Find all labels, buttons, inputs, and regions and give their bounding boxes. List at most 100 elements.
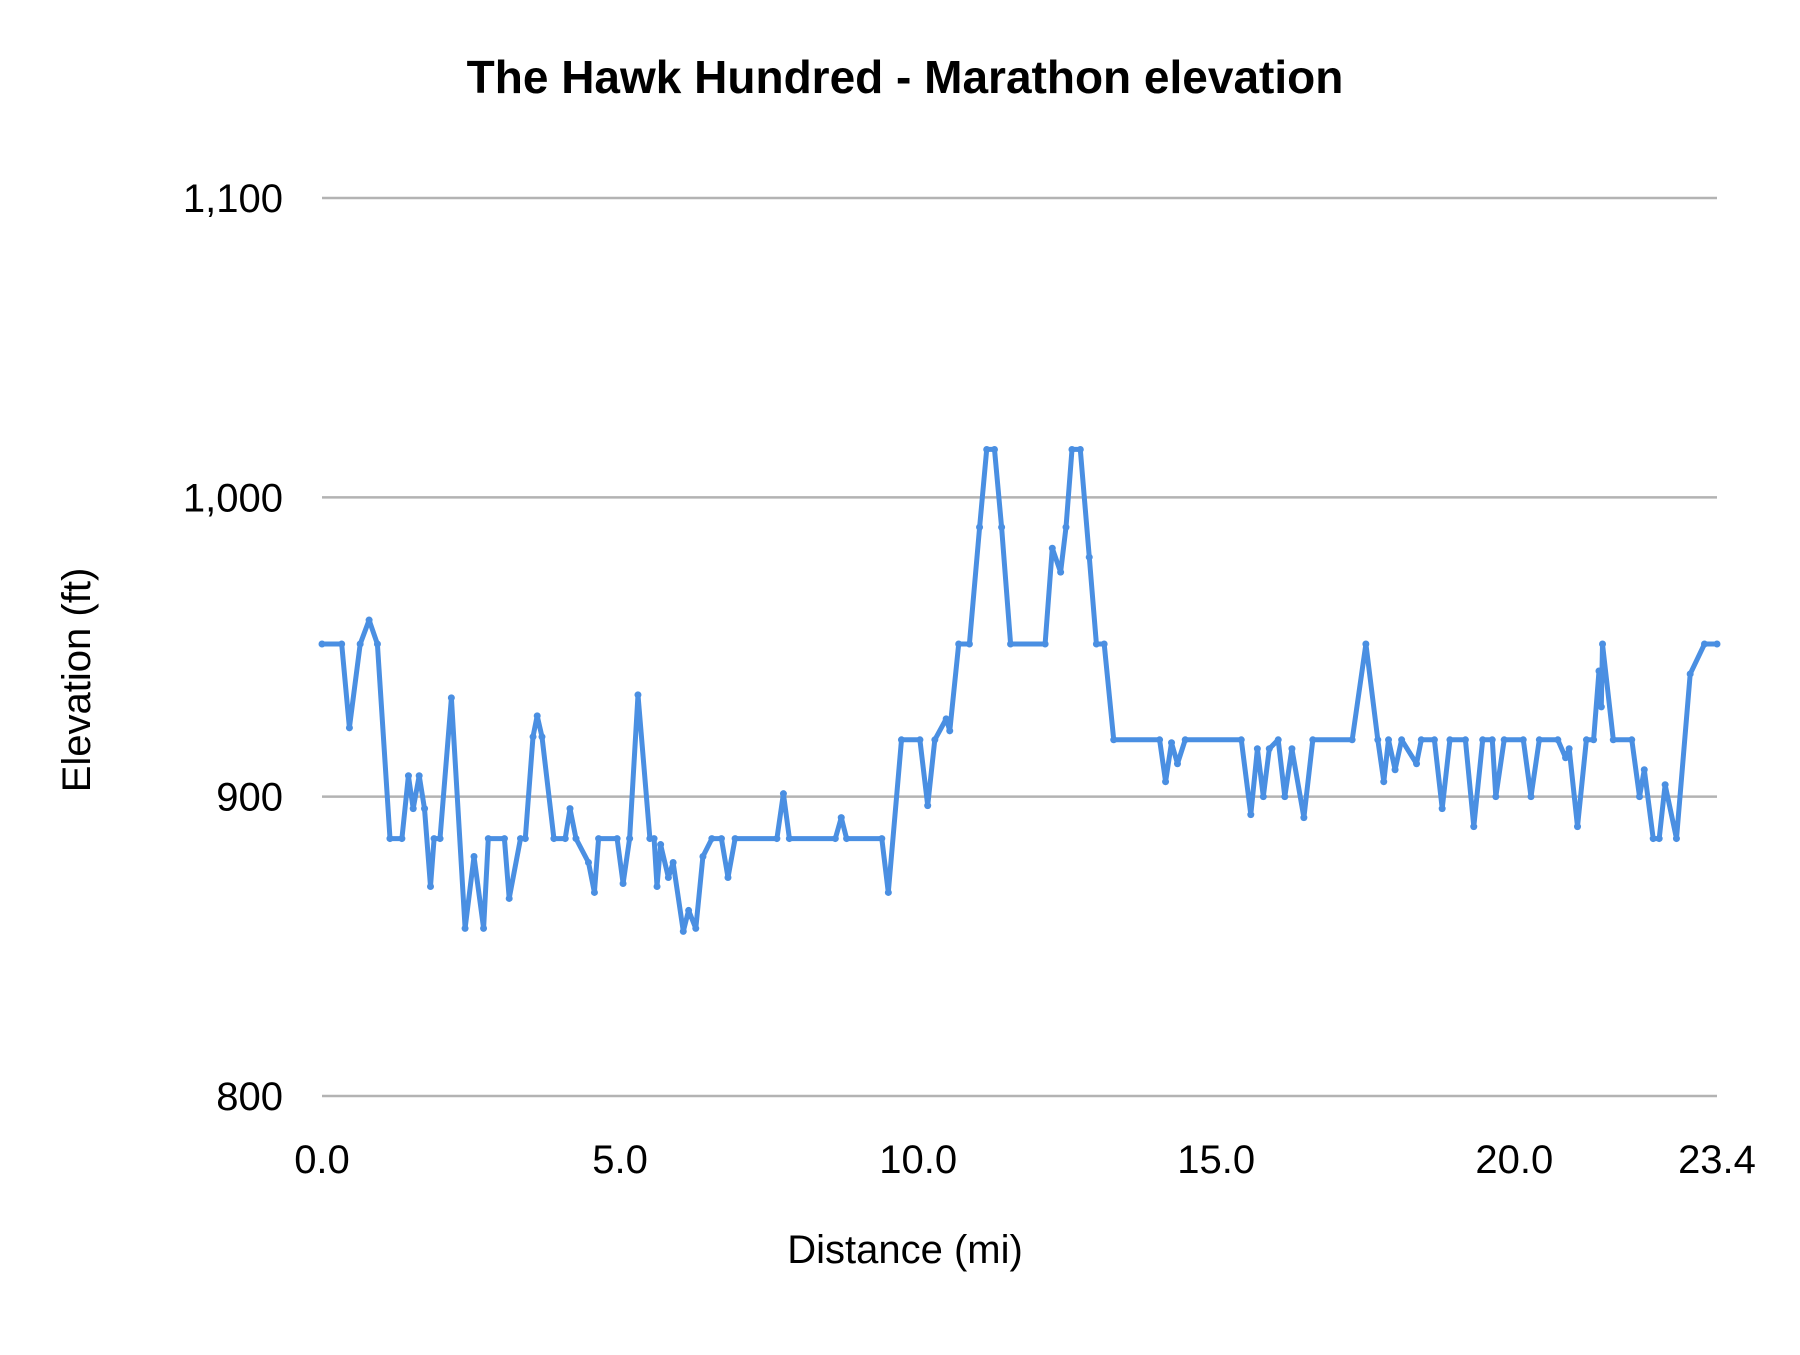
data-point [484, 835, 492, 843]
data-point [1597, 703, 1605, 711]
data-point [521, 835, 529, 843]
chart-title: The Hawk Hundred - Marathon elevation [467, 51, 1344, 103]
data-point [1562, 754, 1570, 762]
data-point [1265, 745, 1273, 753]
data-point [837, 814, 845, 822]
data-point [1461, 736, 1469, 744]
data-point [1247, 811, 1255, 819]
data-point [1380, 778, 1388, 786]
data-point [843, 835, 851, 843]
y-tick-label: 800 [216, 1075, 283, 1119]
data-point [1348, 736, 1356, 744]
data-point [657, 841, 665, 849]
data-point [1274, 736, 1282, 744]
data-point [561, 835, 569, 843]
data-point [717, 835, 725, 843]
x-tick-label: 10.0 [879, 1138, 957, 1182]
data-point [1259, 793, 1267, 801]
data-point [1300, 814, 1308, 822]
gridlines [322, 196, 1717, 1098]
data-point [1636, 793, 1643, 801]
y-axis-label: Elevation (ft) [55, 568, 99, 793]
data-point [990, 445, 998, 453]
data-point [1574, 823, 1581, 831]
data-point [916, 736, 924, 744]
data-point [998, 523, 1006, 531]
data-point [1085, 553, 1093, 561]
x-tick-label: 20.0 [1475, 1138, 1553, 1182]
data-point [584, 859, 592, 867]
data-point [1438, 805, 1446, 813]
data-point [1470, 823, 1478, 831]
data-point [404, 772, 412, 780]
data-point [1362, 640, 1370, 648]
data-point [1413, 760, 1421, 768]
data-point [427, 882, 434, 890]
x-axis-ticks: 0.0 5.0 10.0 15.0 20.0 23.4 [294, 1138, 1756, 1182]
data-point [338, 640, 346, 648]
data-point [1488, 736, 1496, 744]
x-axis-label: Distance (mi) [787, 1228, 1023, 1272]
data-point [1535, 736, 1543, 744]
data-point [1599, 640, 1607, 648]
data-point [505, 894, 513, 902]
data-point [699, 853, 707, 861]
data-point [533, 712, 541, 720]
y-tick-label: 900 [216, 776, 283, 820]
data-point [1672, 835, 1680, 843]
data-point [550, 835, 558, 843]
data-point [1076, 445, 1084, 453]
data-point [1068, 445, 1076, 453]
data-point [1374, 736, 1382, 744]
data-point [538, 733, 546, 741]
data-point [595, 835, 603, 843]
data-point [664, 873, 672, 881]
y-tick-label: 1,100 [183, 177, 283, 221]
data-point [1173, 760, 1181, 768]
data-point [356, 640, 364, 648]
data-point [1062, 523, 1070, 531]
data-point [430, 835, 438, 843]
data-point [724, 873, 732, 881]
data-point [1595, 667, 1603, 675]
data-point [785, 835, 793, 843]
data-point [1686, 670, 1694, 678]
data-point [1288, 745, 1296, 753]
data-point [1100, 640, 1108, 648]
data-point [831, 835, 839, 843]
data-point [1168, 739, 1176, 747]
data-point [1253, 745, 1261, 753]
data-point [566, 805, 574, 813]
data-point [1565, 745, 1573, 753]
data-point [1007, 640, 1015, 648]
data-point [1661, 781, 1669, 789]
data-point [1479, 736, 1487, 744]
data-point [1527, 793, 1535, 801]
data-point [897, 736, 905, 744]
data-point [373, 640, 381, 648]
data-point [613, 835, 621, 843]
data-point [386, 835, 394, 843]
data-point [1057, 568, 1065, 576]
data-point [1110, 736, 1118, 744]
data-point [1649, 835, 1657, 843]
data-point [1492, 793, 1500, 801]
data-point [1309, 736, 1317, 744]
data-point [1640, 766, 1648, 774]
data-point [398, 835, 406, 843]
data-point [1430, 736, 1438, 744]
data-point [773, 835, 781, 843]
data-point [946, 727, 954, 735]
data-point [1391, 766, 1399, 774]
data-point [1092, 640, 1100, 648]
data-point [461, 924, 469, 932]
x-tick-label: 5.0 [592, 1138, 648, 1182]
data-point [1519, 736, 1527, 744]
data-point [619, 879, 627, 887]
data-point [931, 736, 939, 744]
data-point [1041, 640, 1049, 648]
data-point [653, 882, 661, 890]
data-point [1655, 835, 1663, 843]
data-point [1162, 778, 1170, 786]
